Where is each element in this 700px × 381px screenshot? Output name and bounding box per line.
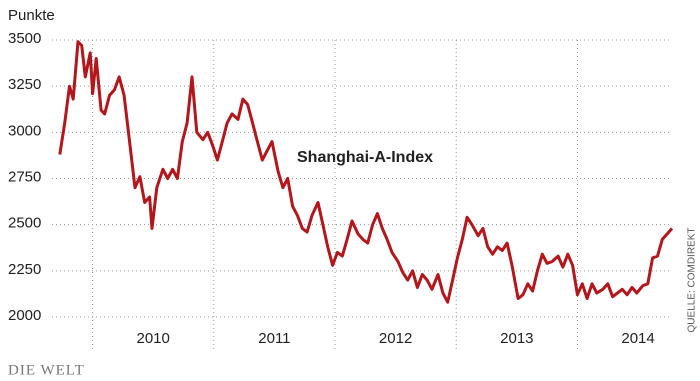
y-tick-label: 2750 (8, 168, 41, 185)
series-annotation: Shanghai-A-Index (297, 149, 433, 166)
y-axis-label: Punkte (8, 7, 55, 24)
y-tick-label: 3500 (8, 30, 41, 47)
y-tick-label: 2500 (8, 215, 41, 232)
x-tick-label: 2012 (379, 330, 412, 347)
source: QUELLE: COMDIREKT (687, 227, 698, 332)
y-tick-label: 3000 (8, 122, 41, 139)
x-tick-label: 2010 (136, 330, 169, 347)
y-tick-label: 2000 (8, 307, 41, 324)
x-tick-label: 2013 (500, 330, 533, 347)
y-tick-label: 2250 (8, 261, 41, 278)
data-line (58, 40, 674, 304)
y-tick-label: 3250 (8, 76, 41, 93)
credit: DIE WELT (8, 362, 85, 378)
x-tick-label: 2014 (621, 330, 654, 347)
x-tick-label: 2011 (258, 330, 290, 347)
